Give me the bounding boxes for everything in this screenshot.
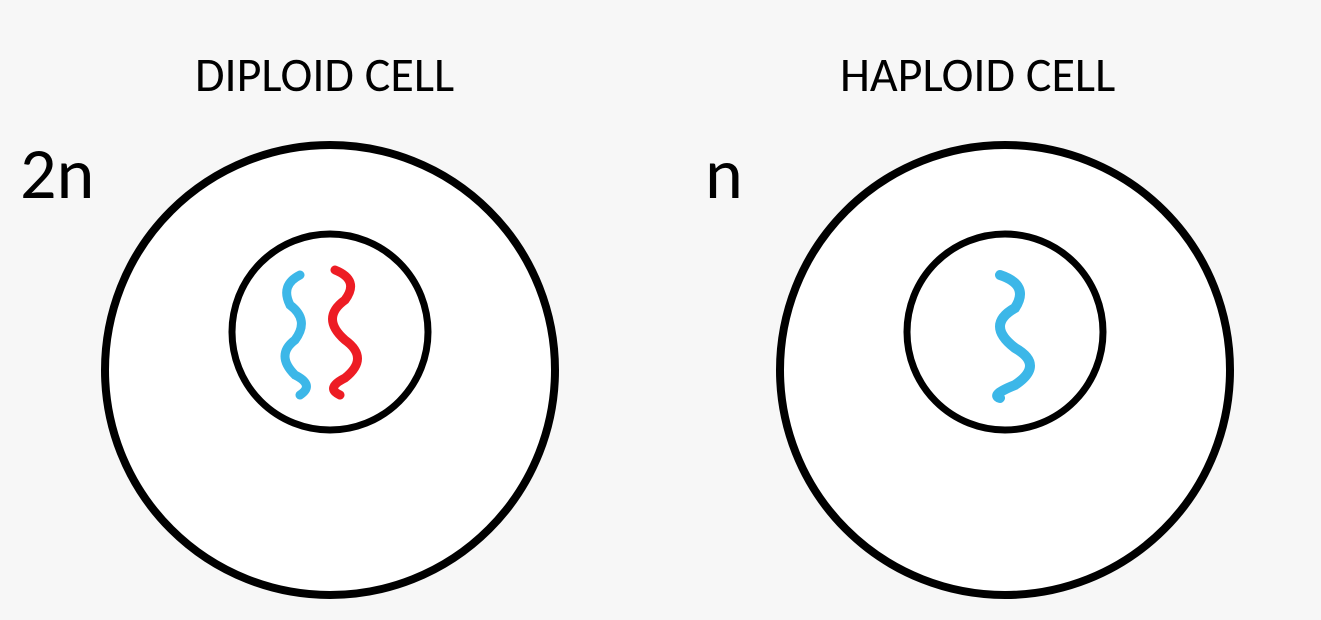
diploid-cell [105, 145, 555, 595]
diploid-inner-circle [232, 234, 428, 430]
haploid-cell [780, 145, 1230, 595]
cell-diagram-svg [0, 0, 1321, 620]
